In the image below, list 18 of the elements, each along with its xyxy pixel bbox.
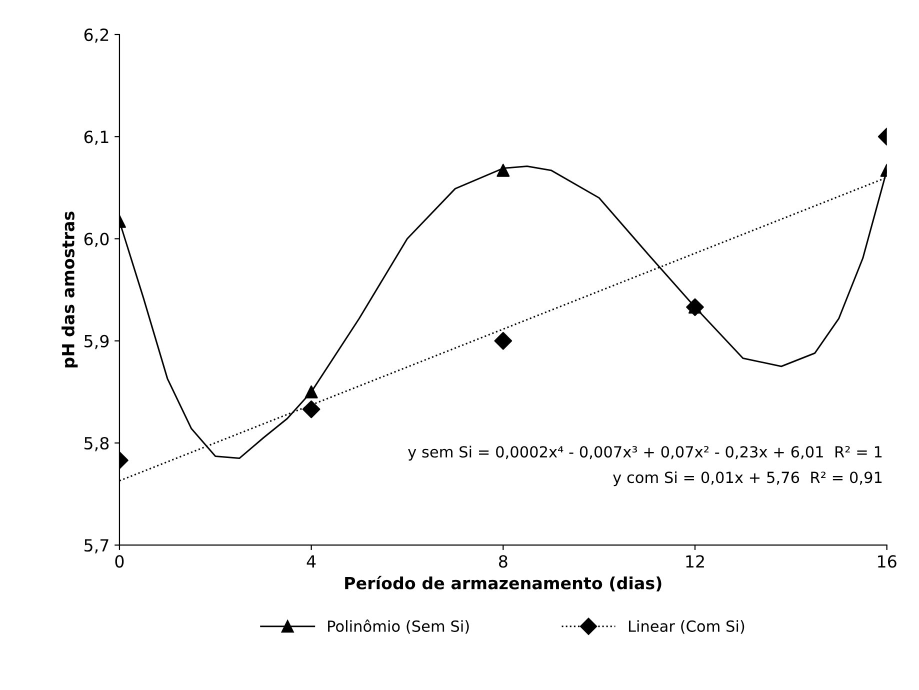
y-tick-label: 5,7 bbox=[84, 539, 108, 554]
point bbox=[496, 164, 510, 177]
y-tick-label: 6,2 bbox=[84, 28, 108, 43]
y-tick-label: 5,9 bbox=[84, 334, 109, 350]
x-tick-label: 8 bbox=[498, 555, 508, 568]
y-tick-label: 6,1 bbox=[84, 130, 108, 145]
y-tick-label: 5,8 bbox=[84, 436, 109, 452]
x-tick-label: 12 bbox=[686, 555, 704, 568]
annotation: y sem Si = 0,0002x⁴ - 0,007x³ + 0,07x² - 0,23x + 6,01 R² = 1 bbox=[408, 446, 882, 461]
x-tick-label: 4 bbox=[306, 555, 316, 568]
x-axis-title: Período de armazenamento (dias) bbox=[345, 576, 662, 592]
x-tick-label: 0 bbox=[115, 555, 124, 568]
legend-label: Linear (Com Si) bbox=[628, 620, 744, 634]
y-axis-title: pH das amostras bbox=[62, 212, 78, 368]
annotation: y com Si = 0,01x + 5,76 R² = 0,91 bbox=[613, 471, 882, 486]
legend-label: Polinômio (Sem Si) bbox=[328, 620, 469, 634]
x-tick-label: 16 bbox=[878, 555, 896, 568]
y-tick-label: 6,0 bbox=[84, 232, 109, 248]
